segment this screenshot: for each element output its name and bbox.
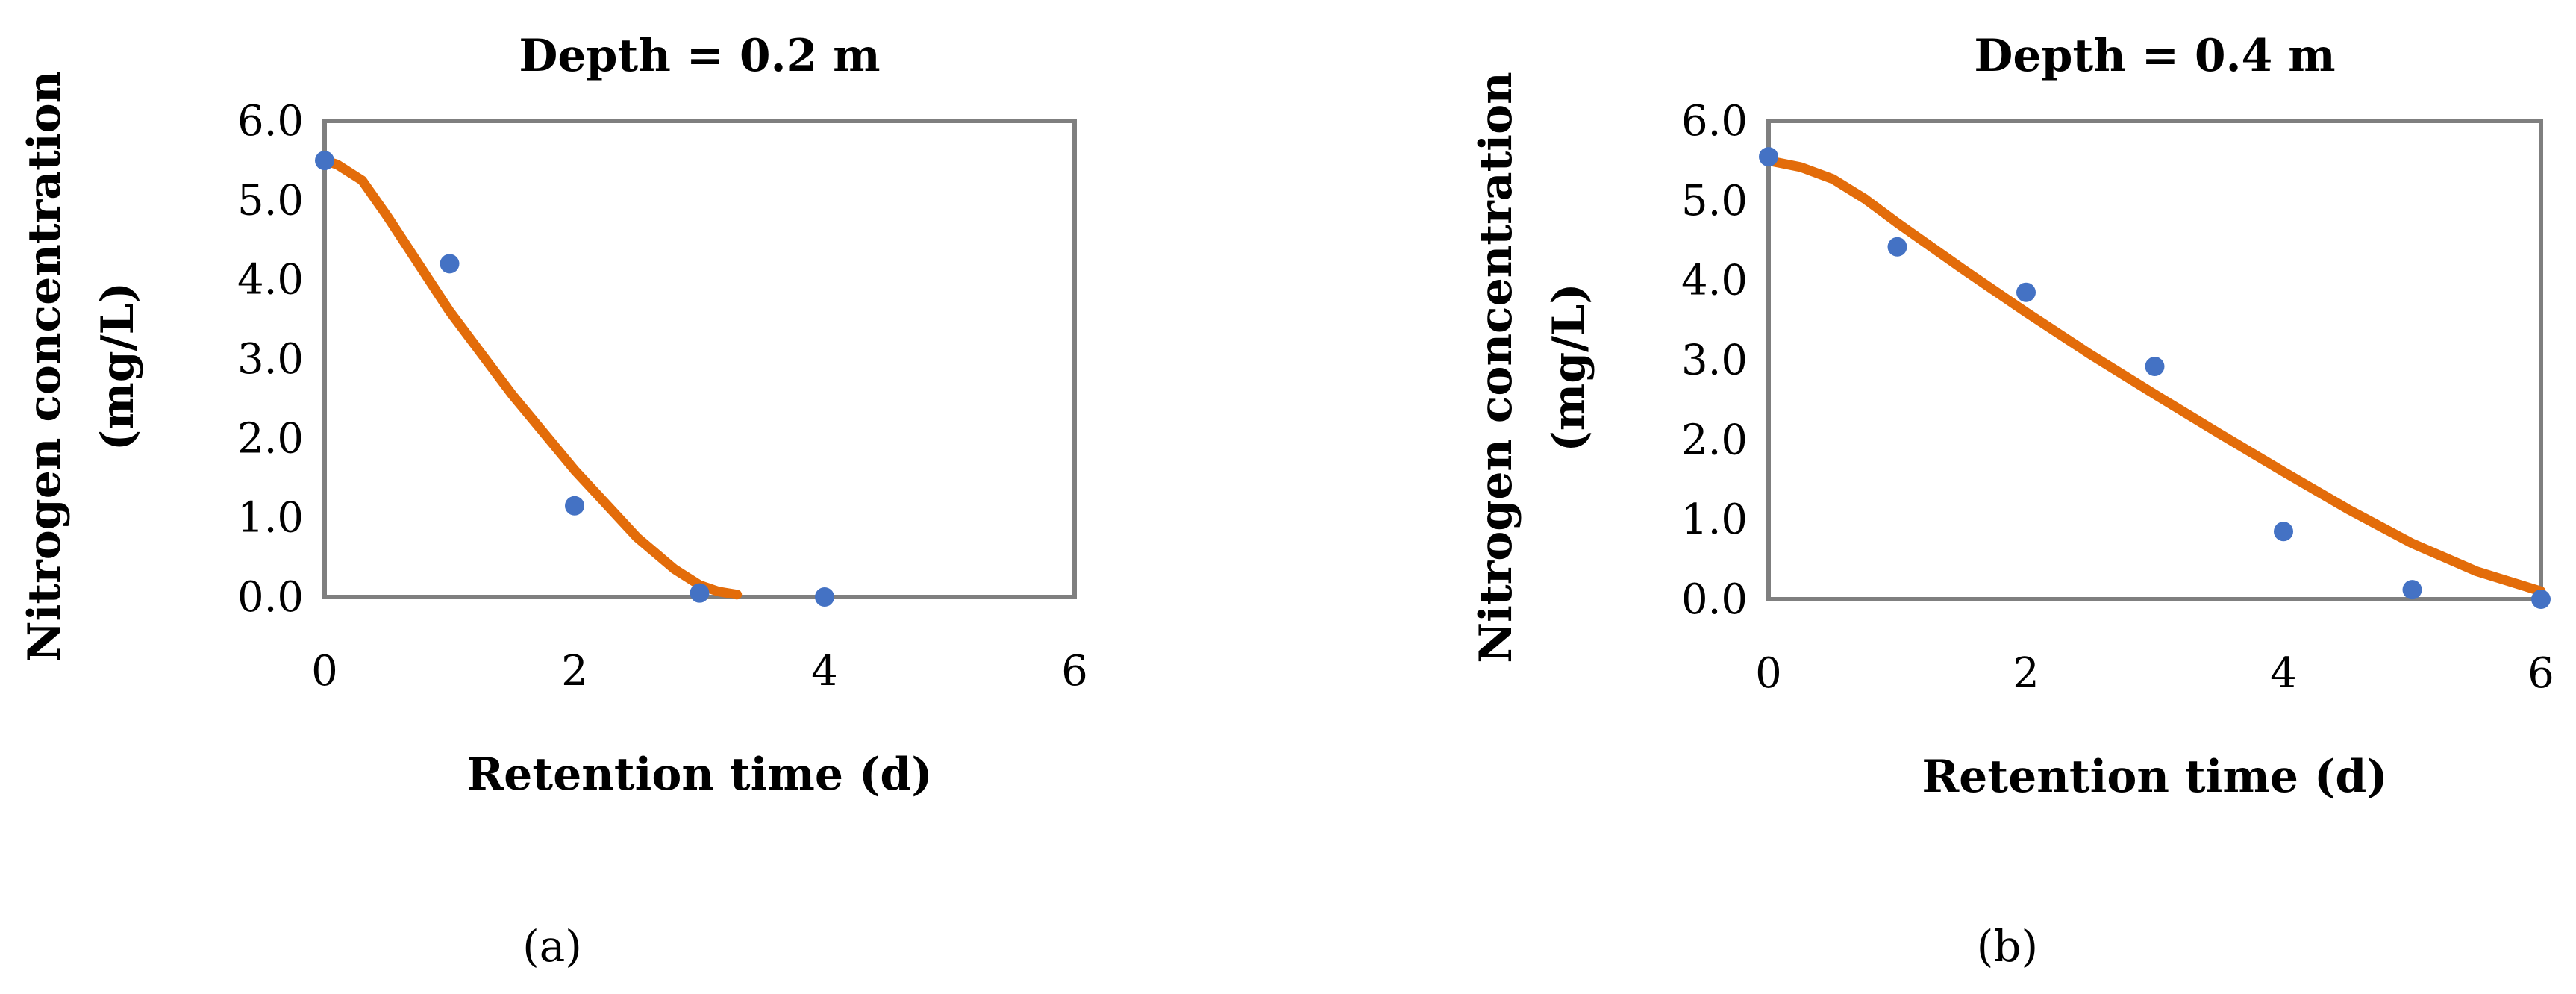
y-axis-title-line: Nitrogen concentration xyxy=(19,71,71,662)
fit-curve-line xyxy=(1763,155,2546,596)
chart-panel-b: Depth = 0.4 m 0.0 1.0 2.0 3.0 4.0 5.0 6.0 0 2 4 6 Re… xyxy=(1470,30,2554,972)
panel-label: (b) xyxy=(1977,921,2038,972)
data-point xyxy=(2016,282,2036,302)
chart-title: Depth = 0.2 m xyxy=(519,30,880,82)
x-tick-label: 6 xyxy=(1061,647,1088,696)
y-tick-label: 6.0 xyxy=(1681,97,1748,146)
chart-panel-a: Depth = 0.2 m 0.0 1.0 2.0 3.0 4.0 5.0 6.0 0 2 4 6 Re… xyxy=(19,30,1088,972)
y-axis-title-line: (mg/L) xyxy=(1543,283,1595,451)
y-tick-label: 3.0 xyxy=(1681,337,1748,385)
y-axis-title: Nitrogen concentration (mg/L) xyxy=(1470,72,1595,663)
data-point xyxy=(2531,590,2551,609)
x-tick-label: 0 xyxy=(1755,649,1782,698)
y-tick-label: 0.0 xyxy=(1681,575,1748,624)
x-tick-label: 4 xyxy=(811,647,838,696)
y-tick-label: 5.0 xyxy=(1681,177,1748,225)
x-axis-title: Retention time (d) xyxy=(1922,751,2387,803)
plot-area-frame xyxy=(1766,119,2543,601)
y-tick-label: 0.0 xyxy=(237,573,304,622)
y-tick-label: 2.0 xyxy=(237,414,304,463)
y-tick-label: 1.0 xyxy=(237,494,304,543)
fit-curve-line xyxy=(319,155,743,600)
y-tick-label: 1.0 xyxy=(1681,496,1748,544)
data-point xyxy=(2145,357,2165,377)
y-tick-label: 2.0 xyxy=(1681,416,1748,464)
y-tick-label: 4.0 xyxy=(1681,257,1748,305)
x-tick-label: 0 xyxy=(311,647,338,696)
y-tick-label: 4.0 xyxy=(237,256,304,304)
data-point xyxy=(440,254,460,274)
data-point xyxy=(1887,237,1907,257)
x-axis-title: Retention time (d) xyxy=(466,748,932,801)
data-point xyxy=(2402,580,2422,600)
data-point xyxy=(1759,147,1778,167)
data-point xyxy=(2274,522,2293,542)
y-axis-title: Nitrogen concentration (mg/L) xyxy=(19,71,144,662)
data-point xyxy=(690,583,710,603)
data-point xyxy=(315,151,334,171)
x-tick-label: 4 xyxy=(2270,649,2297,698)
x-tick-label: 6 xyxy=(2527,649,2554,698)
x-tick-label: 2 xyxy=(561,647,588,696)
y-tick-label: 5.0 xyxy=(237,176,304,225)
x-tick-label: 2 xyxy=(2013,649,2039,698)
y-tick-label: 6.0 xyxy=(237,97,304,146)
y-axis-title-line: (mg/L) xyxy=(92,282,144,451)
data-point xyxy=(565,496,584,516)
y-tick-label: 3.0 xyxy=(237,335,304,384)
plot-area-frame xyxy=(322,119,1077,599)
data-point xyxy=(815,587,834,607)
panel-label: (a) xyxy=(522,921,582,972)
y-axis-title-line: Nitrogen concentration xyxy=(1470,72,1522,663)
chart-title: Depth = 0.4 m xyxy=(1974,30,2335,82)
